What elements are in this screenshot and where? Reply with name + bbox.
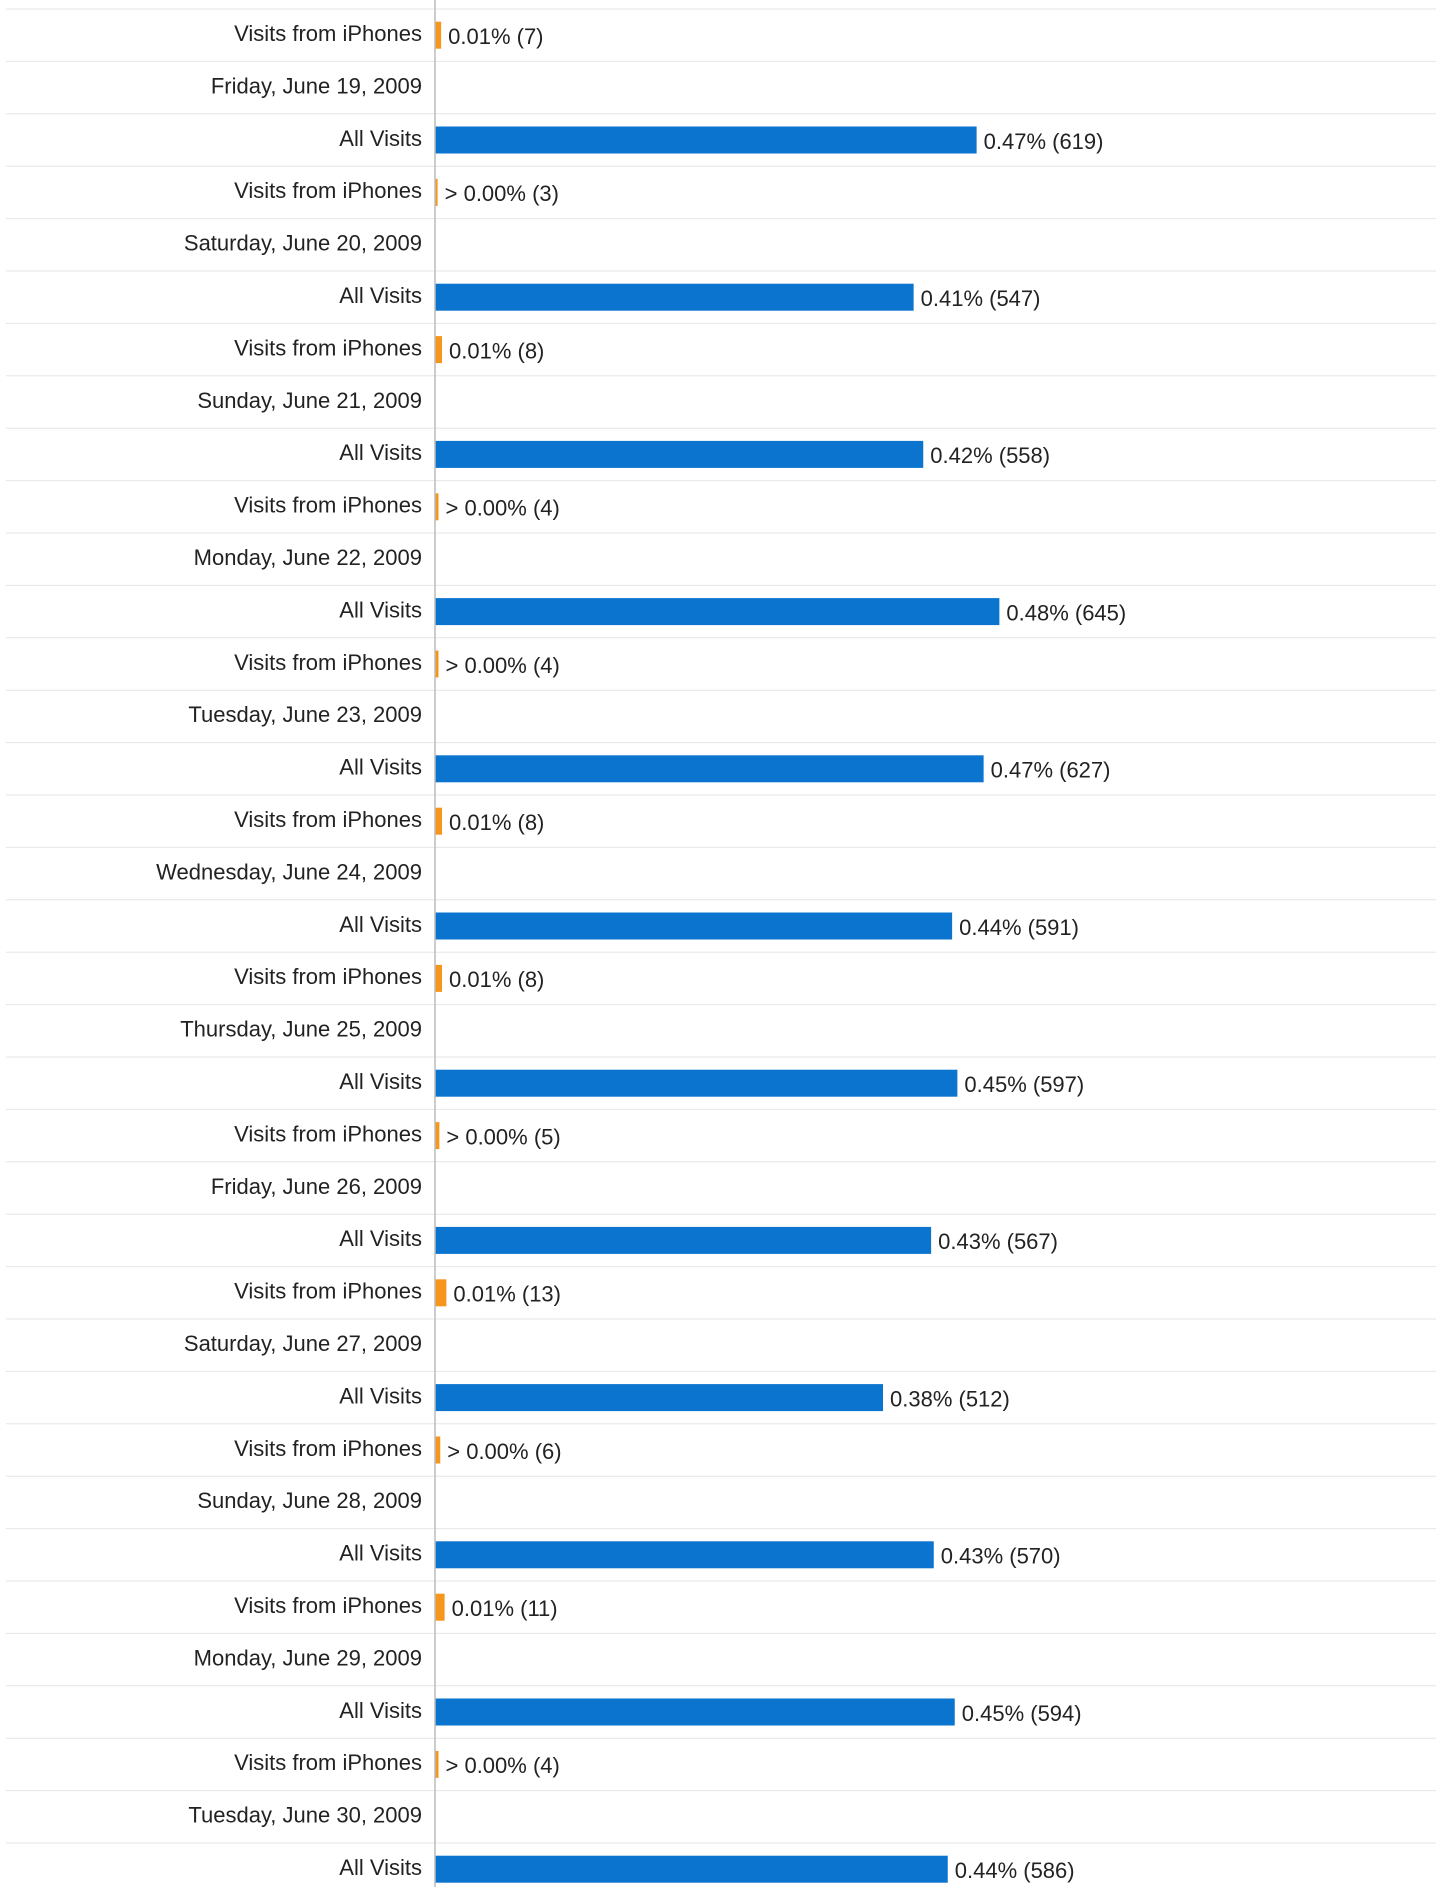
value-label: 0.47% (619): [984, 129, 1104, 154]
row-label: Sunday, June 28, 2009: [197, 1488, 422, 1513]
row-label: All Visits: [339, 440, 422, 465]
row-label: Visits from iPhones: [234, 1279, 422, 1304]
value-label: 0.43% (570): [941, 1544, 1061, 1569]
value-label: 0.48% (645): [1006, 600, 1126, 625]
value-label: > 0.00% (4): [446, 496, 560, 521]
row-label: Tuesday, June 30, 2009: [188, 1803, 422, 1828]
row-label: Sunday, June 21, 2009: [197, 388, 422, 413]
bar: [435, 964, 442, 992]
row-label: All Visits: [339, 755, 422, 780]
bar: [435, 178, 438, 206]
value-label: 0.47% (627): [991, 758, 1111, 783]
row-label: Friday, June 26, 2009: [211, 1174, 422, 1199]
bar: [435, 1384, 883, 1412]
row-label: Monday, June 22, 2009: [194, 545, 422, 570]
value-label: 0.01% (13): [453, 1282, 561, 1307]
row-label: Saturday, June 27, 2009: [184, 1331, 422, 1356]
bar: [435, 493, 439, 521]
bar: [435, 912, 953, 940]
row-label: All Visits: [339, 1226, 422, 1251]
bar: [435, 440, 924, 468]
row-label: All Visits: [339, 1069, 422, 1094]
bar: [435, 1750, 439, 1778]
value-label: > 0.00% (3): [445, 181, 559, 206]
row-label: Visits from iPhones: [234, 1436, 422, 1461]
row-label: All Visits: [339, 1541, 422, 1566]
bar: [435, 755, 984, 783]
row-label: Visits from iPhones: [234, 178, 422, 203]
row-label: Visits from iPhones: [234, 21, 422, 46]
value-label: 0.44% (586): [955, 1858, 1075, 1883]
row-label: Thursday, June 25, 2009: [180, 1017, 422, 1042]
row-label: All Visits: [339, 1855, 422, 1880]
value-label: > 0.00% (4): [446, 653, 560, 678]
bar: [435, 1436, 441, 1464]
row-label: All Visits: [339, 912, 422, 937]
row-label: All Visits: [339, 1698, 422, 1723]
row-label: Visits from iPhones: [234, 1750, 422, 1775]
value-label: 0.44% (591): [959, 915, 1079, 940]
bar: [435, 1698, 955, 1726]
value-label: 0.01% (8): [449, 810, 544, 835]
row-label: All Visits: [339, 1383, 422, 1408]
bar: [435, 1122, 440, 1150]
row-label: Visits from iPhones: [234, 493, 422, 518]
value-label: > 0.00% (4): [446, 1753, 560, 1778]
bar: [435, 1855, 948, 1883]
value-label: 0.41% (547): [921, 286, 1041, 311]
row-label: Tuesday, June 23, 2009: [188, 702, 422, 727]
value-label: 0.43% (567): [938, 1229, 1058, 1254]
row-label: Visits from iPhones: [234, 650, 422, 675]
row-label: Visits from iPhones: [234, 1121, 422, 1146]
bar: [435, 283, 914, 311]
bar: [435, 126, 977, 154]
row-label: Visits from iPhones: [234, 335, 422, 360]
value-label: 0.42% (558): [930, 443, 1050, 468]
value-label: 0.01% (8): [449, 967, 544, 992]
row-label: Monday, June 29, 2009: [194, 1645, 422, 1670]
bar: [435, 1069, 958, 1097]
bar: [435, 1279, 447, 1307]
bar: [435, 336, 442, 364]
row-label: Wednesday, June 24, 2009: [156, 859, 422, 884]
row-label: Visits from iPhones: [234, 807, 422, 832]
row-label: All Visits: [339, 283, 422, 308]
bar: [435, 21, 442, 49]
row-label: Saturday, June 20, 2009: [184, 231, 422, 256]
row-label: All Visits: [339, 126, 422, 151]
value-label: 0.01% (8): [449, 338, 544, 363]
value-label: > 0.00% (6): [447, 1439, 561, 1464]
bar: [435, 1226, 932, 1254]
row-label: Visits from iPhones: [234, 1593, 422, 1618]
value-label: 0.38% (512): [890, 1386, 1010, 1411]
value-label: 0.01% (11): [452, 1596, 558, 1621]
value-label: 0.45% (597): [964, 1072, 1084, 1097]
row-label: All Visits: [339, 597, 422, 622]
value-label: > 0.00% (5): [446, 1124, 560, 1149]
bar: [435, 598, 1000, 626]
row-label: Visits from iPhones: [234, 964, 422, 989]
row-label: Friday, June 19, 2009: [211, 73, 422, 98]
bar: [435, 1593, 445, 1621]
bar: [435, 650, 439, 678]
value-label: 0.45% (594): [962, 1701, 1082, 1726]
bar: [435, 807, 442, 835]
value-label: 0.01% (7): [448, 24, 543, 49]
bar: [435, 1541, 934, 1569]
